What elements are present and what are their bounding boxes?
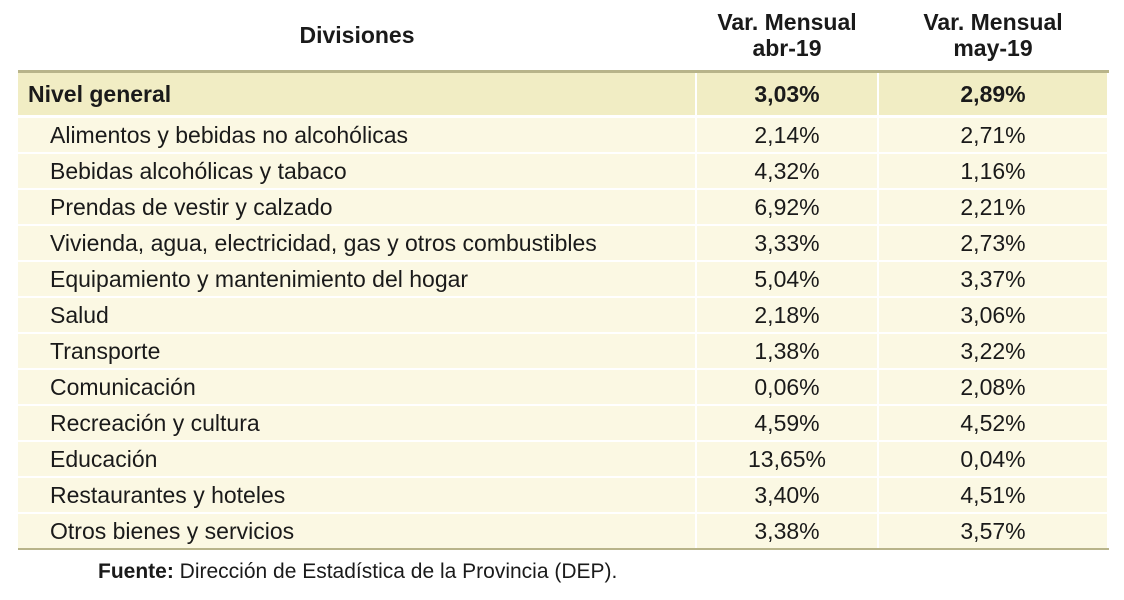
apr-value: 4,32%: [696, 153, 879, 190]
source-text: Dirección de Estadística de la Provincia…: [173, 560, 618, 583]
may-value: 1,16%: [878, 153, 1109, 190]
apr-value: 2,18%: [696, 297, 879, 334]
may-value: 2,71%: [878, 116, 1109, 154]
cpi-variation-table: Divisiones Var. Mensual abr-19 Var. Mens…: [18, 0, 1109, 550]
general-label: Nivel general: [18, 71, 697, 118]
table-row-general: Nivel general 3,03% 2,89%: [18, 71, 1109, 118]
division-label: Comunicación: [18, 369, 697, 406]
table-header-row: Divisiones Var. Mensual abr-19 Var. Mens…: [18, 0, 1108, 73]
apr-value: 3,33%: [696, 225, 879, 262]
table-body: Nivel general 3,03% 2,89% Alimentos y be…: [18, 71, 1109, 550]
table-row: Prendas de vestir y calzado 6,92% 2,21%: [18, 189, 1109, 226]
table-row: Educación 13,65% 0,04%: [18, 441, 1109, 478]
table-row: Otros bienes y servicios 3,38% 3,57%: [18, 513, 1109, 550]
header-may-line2: may-19: [953, 35, 1033, 61]
table-row: Bebidas alcohólicas y tabaco 4,32% 1,16%: [18, 153, 1109, 190]
division-label: Vivienda, agua, electricidad, gas y otro…: [18, 225, 697, 262]
table-row: Recreación y cultura 4,59% 4,52%: [18, 405, 1109, 442]
apr-value: 2,14%: [696, 116, 879, 154]
apr-value: 1,38%: [696, 333, 879, 370]
may-value: 3,06%: [878, 297, 1109, 334]
division-label: Restaurantes y hoteles: [18, 477, 697, 514]
may-value: 2,21%: [878, 189, 1109, 226]
apr-value: 5,04%: [696, 261, 879, 298]
table-row: Equipamiento y mantenimiento del hogar 5,…: [18, 261, 1109, 298]
division-label: Transporte: [18, 333, 697, 370]
may-value: 3,22%: [878, 333, 1109, 370]
may-value: 2,73%: [878, 225, 1109, 262]
may-value: 2,08%: [878, 369, 1109, 406]
table-row: Comunicación 0,06% 2,08%: [18, 369, 1109, 406]
division-label: Equipamiento y mantenimiento del hogar: [18, 261, 697, 298]
header-apr-line1: Var. Mensual: [717, 9, 857, 35]
division-label: Bebidas alcohólicas y tabaco: [18, 153, 697, 190]
may-value: 3,37%: [878, 261, 1109, 298]
table-row: Alimentos y bebidas no alcohólicas 2,14% 2…: [18, 116, 1109, 154]
may-value: 0,04%: [878, 441, 1109, 478]
apr-value: 13,65%: [696, 441, 879, 478]
apr-value: 0,06%: [696, 369, 879, 406]
table-row: Vivienda, agua, electricidad, gas y otro…: [18, 225, 1109, 262]
table-row: Transporte 1,38% 3,22%: [18, 333, 1109, 370]
division-label: Prendas de vestir y calzado: [18, 189, 697, 226]
division-label: Salud: [18, 297, 697, 334]
table-row: Salud 2,18% 3,06%: [18, 297, 1109, 334]
cpi-table-container: Divisiones Var. Mensual abr-19 Var. Mens…: [18, 0, 1109, 550]
general-may-value: 2,89%: [878, 71, 1109, 118]
header-divisions: Divisiones: [18, 0, 696, 73]
division-label: Alimentos y bebidas no alcohólicas: [18, 116, 697, 154]
header-apr-line2: abr-19: [752, 35, 822, 61]
division-label: Otros bienes y servicios: [18, 513, 697, 550]
may-value: 3,57%: [878, 513, 1109, 550]
apr-value: 6,92%: [696, 189, 879, 226]
may-value: 4,52%: [878, 405, 1109, 442]
division-label: Recreación y cultura: [18, 405, 697, 442]
header-apr: Var. Mensual abr-19: [696, 0, 878, 73]
may-value: 4,51%: [878, 477, 1109, 514]
header-may-line1: Var. Mensual: [923, 9, 1063, 35]
source-note: Fuente: Dirección de Estadística de la P…: [98, 560, 617, 584]
apr-value: 3,38%: [696, 513, 879, 550]
general-apr-value: 3,03%: [696, 71, 879, 118]
apr-value: 3,40%: [696, 477, 879, 514]
apr-value: 4,59%: [696, 405, 879, 442]
table-row: Restaurantes y hoteles 3,40% 4,51%: [18, 477, 1109, 514]
division-label: Educación: [18, 441, 697, 478]
source-label: Fuente:: [98, 560, 174, 583]
header-may: Var. Mensual may-19: [878, 0, 1108, 73]
